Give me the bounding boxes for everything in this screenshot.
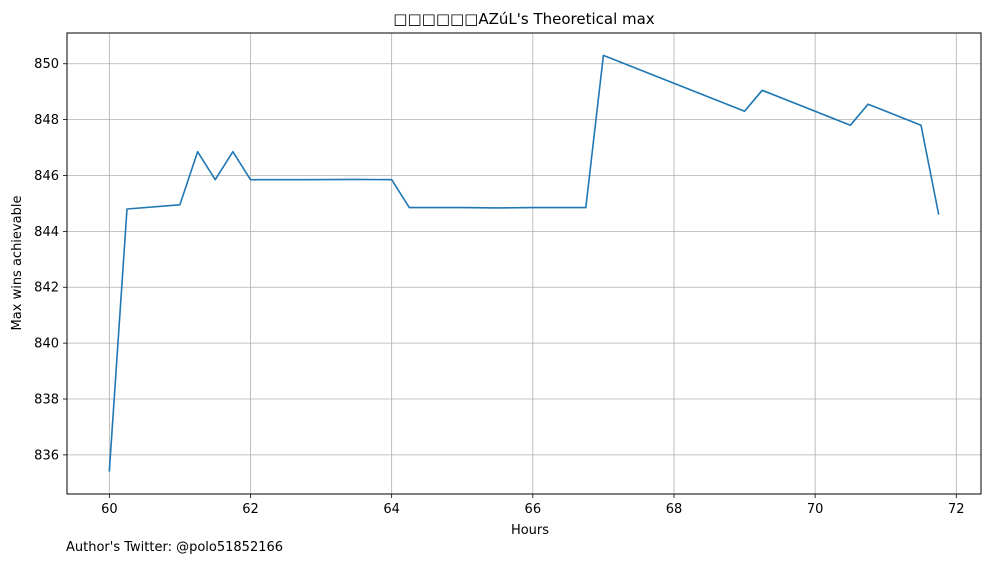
y-tick-label: 848 xyxy=(34,113,59,128)
y-tick-label: 846 xyxy=(34,169,59,184)
x-tick-label: 70 xyxy=(807,502,824,517)
plot-background xyxy=(67,33,981,494)
series-layer xyxy=(108,54,940,472)
author-footnote: Author's Twitter: @polo51852166 xyxy=(66,540,283,555)
grid xyxy=(67,33,981,494)
plot-frame xyxy=(66,32,982,495)
series-line xyxy=(108,54,940,472)
x-tick-label: 60 xyxy=(101,502,118,517)
y-tick-label: 844 xyxy=(34,225,59,240)
y-tick-label: 842 xyxy=(34,281,59,296)
x-tick-label: 64 xyxy=(383,502,400,517)
y-tick-label: 838 xyxy=(34,393,59,408)
x-tick-label: 72 xyxy=(948,502,965,517)
ticks: 60 62 64 66 68 70 72 836 838 840 842 844 846 848 850 xyxy=(34,57,964,517)
y-tick-label: 836 xyxy=(34,448,59,463)
chart-title: □□□□□□AZúL's Theoretical max xyxy=(393,10,655,28)
x-tick-label: 66 xyxy=(525,502,542,517)
y-tick-label: 850 xyxy=(34,57,59,72)
y-axis-label: Max wins achievable xyxy=(10,196,25,331)
x-axis-label: Hours xyxy=(511,523,549,538)
y-tick-label: 840 xyxy=(34,337,59,352)
x-tick-label: 68 xyxy=(666,502,683,517)
x-tick-label: 62 xyxy=(242,502,259,517)
